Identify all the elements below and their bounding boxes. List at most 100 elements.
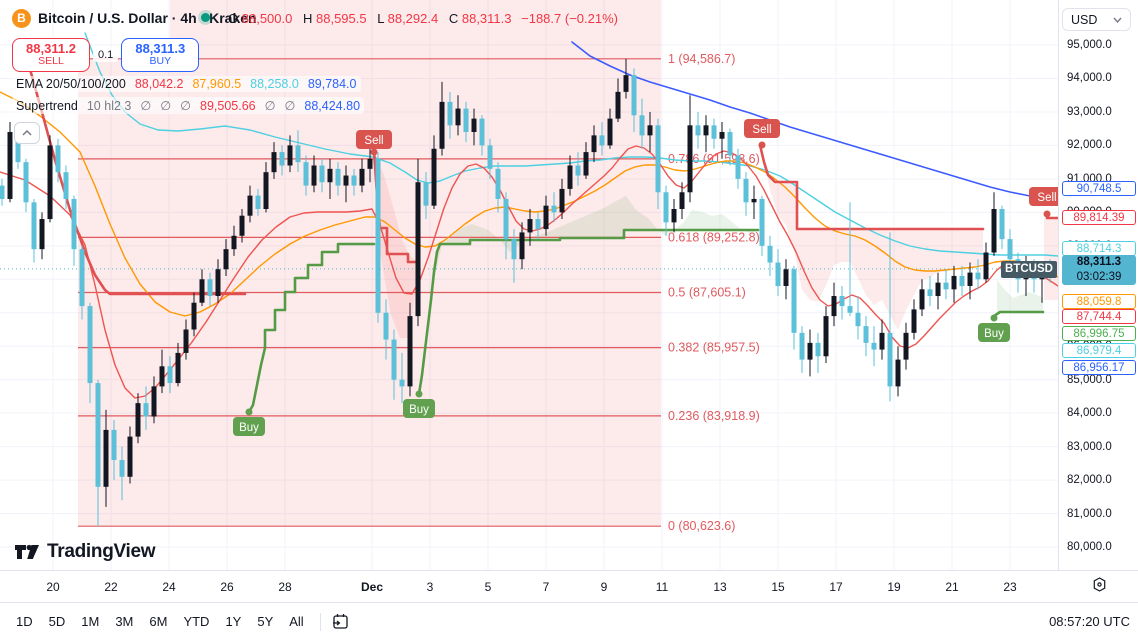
ema100-line (84, 32, 1058, 257)
sell-signal-dot (758, 141, 766, 149)
sell-signal-chip (1029, 187, 1058, 206)
time-axis[interactable]: 20 22 24 26 28 Dec 3 5 7 9 11 13 15 17 19 21 23 (0, 570, 1138, 602)
candle-body (927, 289, 933, 297)
candle-body (239, 215, 245, 236)
candle-body (55, 145, 61, 173)
candle-body (783, 269, 789, 286)
candle-body (911, 309, 917, 333)
sell-button[interactable]: 88,311.2 SELL (12, 38, 90, 72)
candle-body (575, 165, 581, 176)
sell-signal-dot (370, 148, 378, 156)
time-tick-label: 23 (1003, 580, 1017, 594)
ema-value: 88,042.2 (134, 77, 184, 91)
buy-signal-dot (415, 390, 423, 398)
candle-body (887, 332, 893, 387)
ema20-line (0, 145, 1058, 399)
candle-body (663, 192, 669, 223)
candle-body (695, 125, 701, 136)
buy-signal-chip (978, 323, 1010, 342)
candle-body (479, 118, 485, 146)
price-tick-label: 93,000.0 (1067, 106, 1112, 118)
candle-body (759, 198, 765, 246)
supertrend-sell-line (26, 60, 247, 296)
candle-body (111, 429, 117, 461)
candle-body (407, 316, 413, 387)
candle-body (815, 342, 821, 357)
price-level-label: 89,814.39 (1062, 210, 1136, 225)
tradingview-mark-icon (15, 544, 39, 559)
candle-body (655, 125, 661, 193)
candle-body (527, 219, 533, 233)
range-button-5d[interactable]: 5D (48, 614, 66, 629)
price-level-label: 90,748.5 (1062, 181, 1136, 196)
sell-signal-label: Sell (752, 124, 771, 136)
timezone-clock[interactable]: 08:57:20 UTC (1049, 614, 1130, 629)
range-button-5y[interactable]: 5Y (257, 614, 274, 629)
candle-body (327, 168, 333, 183)
candle-body (295, 145, 301, 163)
range-button-1d[interactable]: 1D (16, 614, 33, 629)
supertrend-value: ∅ (264, 99, 276, 113)
candle-body (807, 342, 813, 360)
price-tick-label: 81,000.0 (1067, 508, 1112, 520)
candle-body (855, 312, 861, 327)
candle-body (599, 135, 605, 146)
legend-collapse-button[interactable] (14, 122, 40, 144)
ema200-line (571, 41, 1058, 202)
ema-legend-row[interactable]: EMA 20/50/100/200 88,042.2 87,960.5 88,258… (12, 76, 361, 92)
candle-body (519, 232, 525, 260)
sell-signal-dot (1043, 210, 1051, 218)
ema-value: 87,960.5 (192, 77, 242, 91)
range-button-3m[interactable]: 3M (115, 614, 134, 629)
candle-body (487, 145, 493, 169)
candle-body (687, 125, 693, 193)
chevron-down-icon (1113, 17, 1122, 23)
buy-signal-label: Buy (409, 404, 429, 416)
candle-body (335, 168, 341, 186)
candle-body (743, 178, 749, 203)
candle-body (679, 192, 685, 210)
candle-body (423, 182, 429, 206)
candle-body (375, 158, 381, 313)
candle-body (735, 155, 741, 179)
candle-body (951, 275, 957, 290)
go-to-date-button[interactable] (331, 613, 350, 630)
price-tick-label: 94,000.0 (1067, 72, 1112, 84)
bitcoin-icon: B (12, 9, 31, 28)
candle-body (767, 245, 773, 263)
candle-body (543, 205, 549, 230)
range-button-ytd[interactable]: YTD (183, 614, 210, 629)
tradingview-logo[interactable]: TradingView (14, 540, 156, 564)
candle-body (863, 326, 869, 343)
buy-button[interactable]: 88,311.3 BUY (121, 38, 200, 72)
range-button-1y[interactable]: 1Y (225, 614, 242, 629)
candle-body (559, 188, 565, 213)
candle-body (71, 198, 77, 250)
buy-signal-chip (233, 417, 265, 436)
range-button-all[interactable]: All (289, 614, 304, 629)
chart-canvas[interactable]: 1 (94,586.7)0.786 (91,598.6)0.618 (89,25… (0, 0, 1058, 570)
candle-body (839, 296, 845, 307)
time-tick-label: 13 (713, 580, 727, 594)
settings-gear-icon[interactable] (1092, 577, 1107, 597)
buy-signal-dot (990, 314, 998, 322)
candle-body (183, 329, 189, 353)
indicator-legend: EMA 20/50/100/200 88,042.2 87,960.5 88,258… (12, 76, 365, 119)
market-status-icon[interactable] (201, 13, 210, 22)
supertrend-zone-sell (1044, 218, 1058, 300)
price-axis[interactable]: 95,000.0 94,000.0 93,000.0 92,000.0 91,000.0… (1058, 0, 1138, 570)
candle-body (727, 132, 733, 156)
supertrend-legend-row[interactable]: Supertrend 10 hl2 3 ∅ ∅ ∅ 89,505.66 ∅ ∅ 88,424… (12, 97, 365, 114)
candle-body (463, 108, 469, 133)
range-button-1m[interactable]: 1M (81, 614, 100, 629)
candle-body (143, 403, 149, 417)
calendar-icon (332, 614, 348, 629)
range-button-6m[interactable]: 6M (149, 614, 168, 629)
candle-body (567, 165, 573, 189)
candle-body (967, 272, 973, 286)
time-tick-label: Dec (360, 580, 384, 594)
candle-body (263, 172, 269, 210)
candle-body (623, 75, 629, 92)
candle-body (511, 239, 517, 260)
currency-selector[interactable]: USD (1062, 8, 1131, 31)
